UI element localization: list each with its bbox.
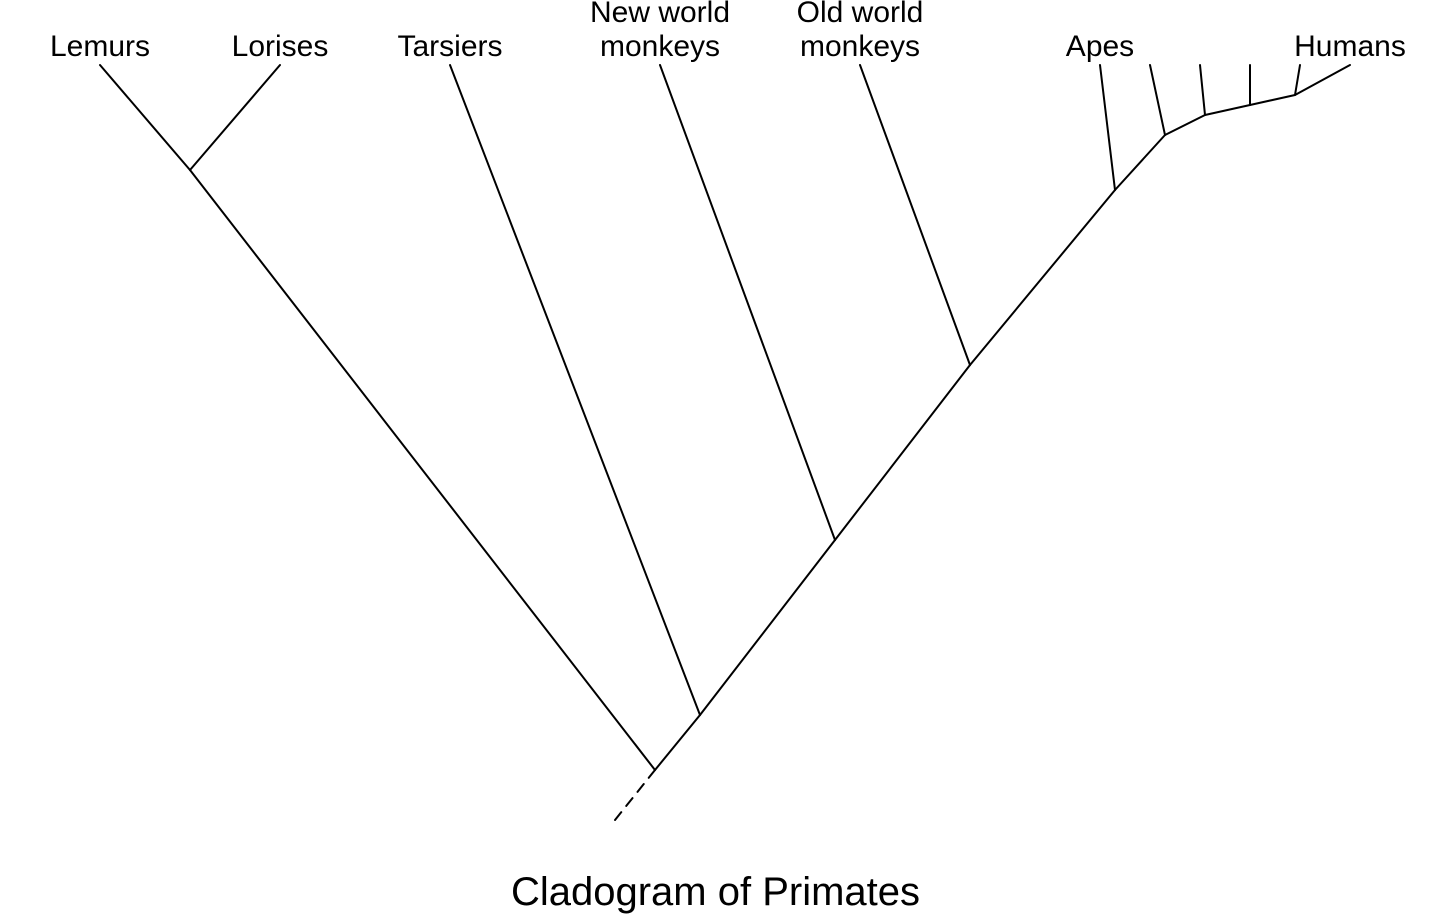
tree-edge xyxy=(655,715,700,770)
tree-edge xyxy=(970,190,1115,365)
tree-edge xyxy=(1205,105,1250,115)
tree-edge xyxy=(1295,65,1300,95)
tree-edge xyxy=(190,65,280,170)
tree-edge xyxy=(1200,65,1205,115)
tree-edge xyxy=(190,170,655,770)
tree-edge xyxy=(450,65,700,715)
diagram-title: Cladogram of Primates xyxy=(511,870,920,915)
tree-edge xyxy=(835,365,970,540)
tree-edge xyxy=(100,65,190,170)
leaf-label-lemurs: Lemurs xyxy=(50,30,150,64)
tree-edge xyxy=(1115,135,1165,190)
leaf-label-lorises: Lorises xyxy=(232,30,329,64)
tree-edge xyxy=(1165,115,1205,135)
cladogram-stage: Lemurs Lorises Tarsiers New world monkeys Ol… xyxy=(0,0,1431,917)
leaf-label-apes: Apes xyxy=(1066,30,1134,64)
leaf-label-humans: Humans xyxy=(1294,30,1406,64)
leaf-label-owm: Old world monkeys xyxy=(797,0,924,64)
leaf-label-nwm: New world monkeys xyxy=(590,0,730,64)
tree-edge xyxy=(660,65,835,540)
tree-edge xyxy=(700,540,835,715)
tree-edge xyxy=(1100,65,1115,190)
tree-edge xyxy=(1250,95,1295,105)
cladogram-svg xyxy=(0,0,1431,917)
tree-edge xyxy=(1150,65,1165,135)
tree-edge xyxy=(615,770,655,820)
leaf-label-tarsiers: Tarsiers xyxy=(397,30,502,64)
tree-edge xyxy=(1295,65,1350,95)
tree-edge xyxy=(860,65,970,365)
